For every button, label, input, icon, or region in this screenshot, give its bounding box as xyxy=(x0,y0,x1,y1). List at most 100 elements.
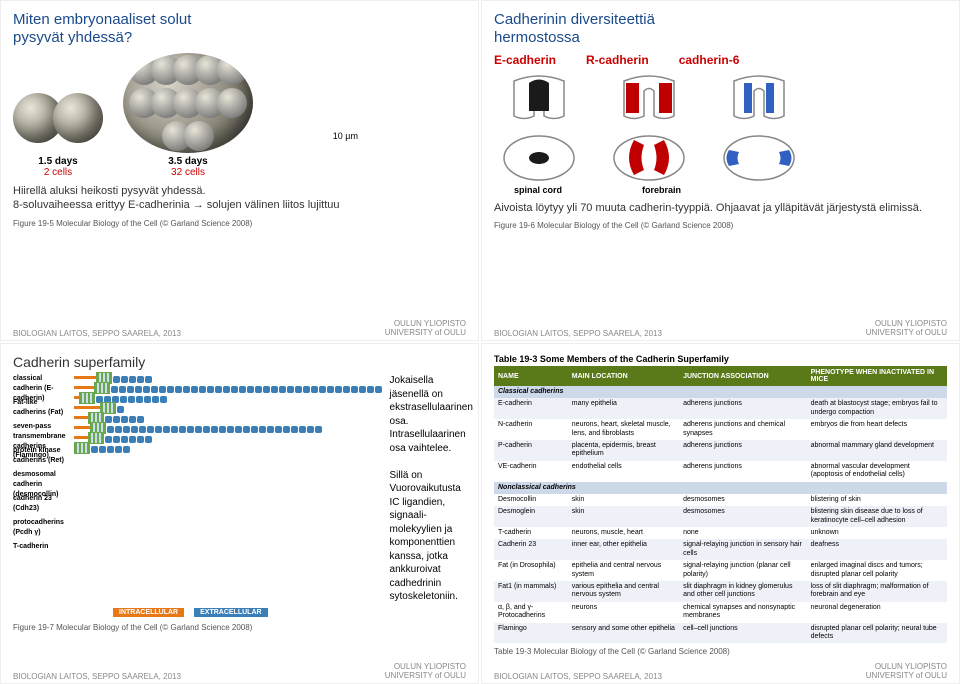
panel-embryonic: Miten embryonaaliset solut pysyvät yhdes… xyxy=(0,0,479,341)
intracellular-label: INTRACELLULAR xyxy=(113,608,184,617)
table-cell: T-cadherin xyxy=(494,527,568,539)
org-name: OULUN YLIOPISTO xyxy=(875,662,947,671)
footer-org: OULUN YLIOPISTO UNIVERSITY of OULU xyxy=(866,320,947,338)
org-sub: UNIVERSITY of OULU xyxy=(866,328,947,337)
table-row: N-cadherinneurons, heart, skeletal muscl… xyxy=(494,419,947,440)
table-cell: neurons xyxy=(568,602,679,623)
org-name: OULUN YLIOPISTO xyxy=(394,662,466,671)
table-cell: deafness xyxy=(807,539,947,560)
embryo-images: 1.5 days 2 cells 3.5 days 32 cells 10 µm xyxy=(13,53,466,178)
family-bars xyxy=(74,374,382,604)
table-cell: enlarged imaginal discs and tumors; disr… xyxy=(807,560,947,581)
column-header: MAIN LOCATION xyxy=(568,366,679,386)
table-row: VE-cadherinendothelial cellsadherens jun… xyxy=(494,461,947,482)
org-sub: UNIVERSITY of OULU xyxy=(866,671,947,680)
table-row: E-cadherinmany epitheliaadherens junctio… xyxy=(494,398,947,419)
cadherin-labels: E-cadherin R-cadherin cadherin-6 xyxy=(494,53,947,67)
panel3-description: Jokaisella jäsenellä on ekstrasellulaari… xyxy=(390,374,473,604)
figure-credit: Table 19-3 Molecular Biology of the Cell… xyxy=(494,647,947,656)
neural-diagrams xyxy=(494,71,947,126)
org-sub: UNIVERSITY of OULU xyxy=(385,328,466,337)
table-cell: neurons, muscle, heart xyxy=(568,527,679,539)
org-name: OULUN YLIOPISTO xyxy=(875,319,947,328)
family-name: seven-pass transmembrane cadherins (Flam… xyxy=(13,422,66,440)
table-cell: neurons, heart, skeletal muscle, lens, a… xyxy=(568,419,679,440)
panel-cadherin-diversity: Cadherinin diversiteettiä hermostossa E-… xyxy=(481,0,960,341)
forebrain-e-icon xyxy=(494,130,584,185)
table-cell: α, β, and γ-Protocadherins xyxy=(494,602,568,623)
cadherin-label: R-cadherin xyxy=(586,53,649,67)
panel1-title: Miten embryonaaliset solut pysyvät yhdes… xyxy=(13,11,466,47)
forebrain-6-icon xyxy=(714,130,804,185)
table-cell: epithelia and central nervous system xyxy=(568,560,679,581)
table-cell: chemical synapses and nonsynaptic membra… xyxy=(679,602,807,623)
table-cell: abnormal mammary gland development xyxy=(807,440,947,461)
cadherin-label: E-cadherin xyxy=(494,53,556,67)
table-cell: endothelial cells xyxy=(568,461,679,482)
footer-author: BIOLOGIAN LAITOS, SEPPO SAARELA, 2013 xyxy=(13,329,181,338)
org-name: OULUN YLIOPISTO xyxy=(394,319,466,328)
spinal-6-icon xyxy=(714,71,804,126)
day-label: 3.5 days xyxy=(123,156,253,167)
table-cell: blistering skin disease due to loss of k… xyxy=(807,506,947,527)
cell-count: 32 cells xyxy=(123,167,253,178)
title-line: pysyvät yhdessä? xyxy=(13,29,132,46)
org-sub: UNIVERSITY of OULU xyxy=(385,671,466,680)
table-cell: abnormal vascular development (apoptosis… xyxy=(807,461,947,482)
family-name: classical cadherin (E-cadherin) xyxy=(13,374,66,392)
table-cell: Desmocollin xyxy=(494,494,568,506)
table-cell: adherens junctions xyxy=(679,440,807,461)
table-cell: VE-cadherin xyxy=(494,461,568,482)
table-row: Desmogleinskindesmosomesblistering skin … xyxy=(494,506,947,527)
family-bar xyxy=(74,426,382,429)
table-cell: Fat1 (in mammals) xyxy=(494,581,568,602)
footer-author: BIOLOGIAN LAITOS, SEPPO SAARELA, 2013 xyxy=(494,672,662,681)
table-cell: skin xyxy=(568,494,679,506)
slide-footer: BIOLOGIAN LAITOS, SEPPO SAARELA, 2013 OU… xyxy=(494,320,947,338)
table-cell: adherens junctions xyxy=(679,398,807,419)
table-cell: signal-relaying junction in sensory hair… xyxy=(679,539,807,560)
title-line: Cadherinin diversiteettiä xyxy=(494,11,655,28)
table-cell: desmosomes xyxy=(679,494,807,506)
table-row: Fat (in Drosophila)epithelia and central… xyxy=(494,560,947,581)
family-bar xyxy=(74,386,382,389)
forebrain-r-icon xyxy=(604,130,694,185)
panel2-title: Cadherinin diversiteettiä hermostossa xyxy=(494,11,947,47)
table-cell: signal-relaying junction (planar cell po… xyxy=(679,560,807,581)
table-cell: Flamingo xyxy=(494,623,568,644)
table-row: α, β, and γ-Protocadherinsneuronschemica… xyxy=(494,602,947,623)
cadherin-table: NAMEMAIN LOCATIONJUNCTION ASSOCIATIONPHE… xyxy=(494,366,947,643)
table-cell: adherens junctions and chemical synapses xyxy=(679,419,807,440)
table-cell: adherens junctions xyxy=(679,461,807,482)
table-cell: disrupted planar cell polarity; neural t… xyxy=(807,623,947,644)
table-cell: unknown xyxy=(807,527,947,539)
table-cell: various epithelia and central nervous sy… xyxy=(568,581,679,602)
footer-org: OULUN YLIOPISTO UNIVERSITY of OULU xyxy=(385,663,466,681)
family-name: protocadherins (Pcdh γ) xyxy=(13,518,66,536)
table-cell: inner ear, other epithelia xyxy=(568,539,679,560)
table-cell: placenta, epidermis, breast epithelium xyxy=(568,440,679,461)
caption-line: 8-soluvaiheessa erittyy E-cadherinia → s… xyxy=(13,199,340,211)
table-cell: Desmoglein xyxy=(494,506,568,527)
panel-table: Table 19-3 Some Members of the Cadherin … xyxy=(481,343,960,684)
extracellular-label: EXTRACELLULAR xyxy=(194,608,267,617)
spinal-r-icon xyxy=(604,71,694,126)
table-cell: many epithelia xyxy=(568,398,679,419)
title-line: Miten embryonaaliset solut xyxy=(13,11,191,28)
table-cell: loss of slit diaphragm; malformation of … xyxy=(807,581,947,602)
footer-org: OULUN YLIOPISTO UNIVERSITY of OULU xyxy=(866,663,947,681)
table-cell: embryos die from heart defects xyxy=(807,419,947,440)
column-header: NAME xyxy=(494,366,568,386)
forebrain-diagrams xyxy=(494,130,947,185)
family-bar xyxy=(74,406,382,409)
panel1-caption: Hiirellä aluksi heikosti pysyvät yhdessä… xyxy=(13,184,466,213)
table-row: T-cadherinneurons, muscle, heartnoneunkn… xyxy=(494,527,947,539)
cadherin-label: cadherin-6 xyxy=(679,53,740,67)
domain-legend: INTRACELLULAR EXTRACELLULAR xyxy=(113,608,466,617)
figure-credit: Figure 19-6 Molecular Biology of the Cel… xyxy=(494,221,947,230)
panel3-title: Cadherin superfamily xyxy=(13,354,466,370)
family-bar xyxy=(74,376,382,379)
column-header: JUNCTION ASSOCIATION xyxy=(679,366,807,386)
day-label: 1.5 days xyxy=(13,156,103,167)
family-name: desmosomal cadherin (desmocollin) xyxy=(13,470,66,488)
